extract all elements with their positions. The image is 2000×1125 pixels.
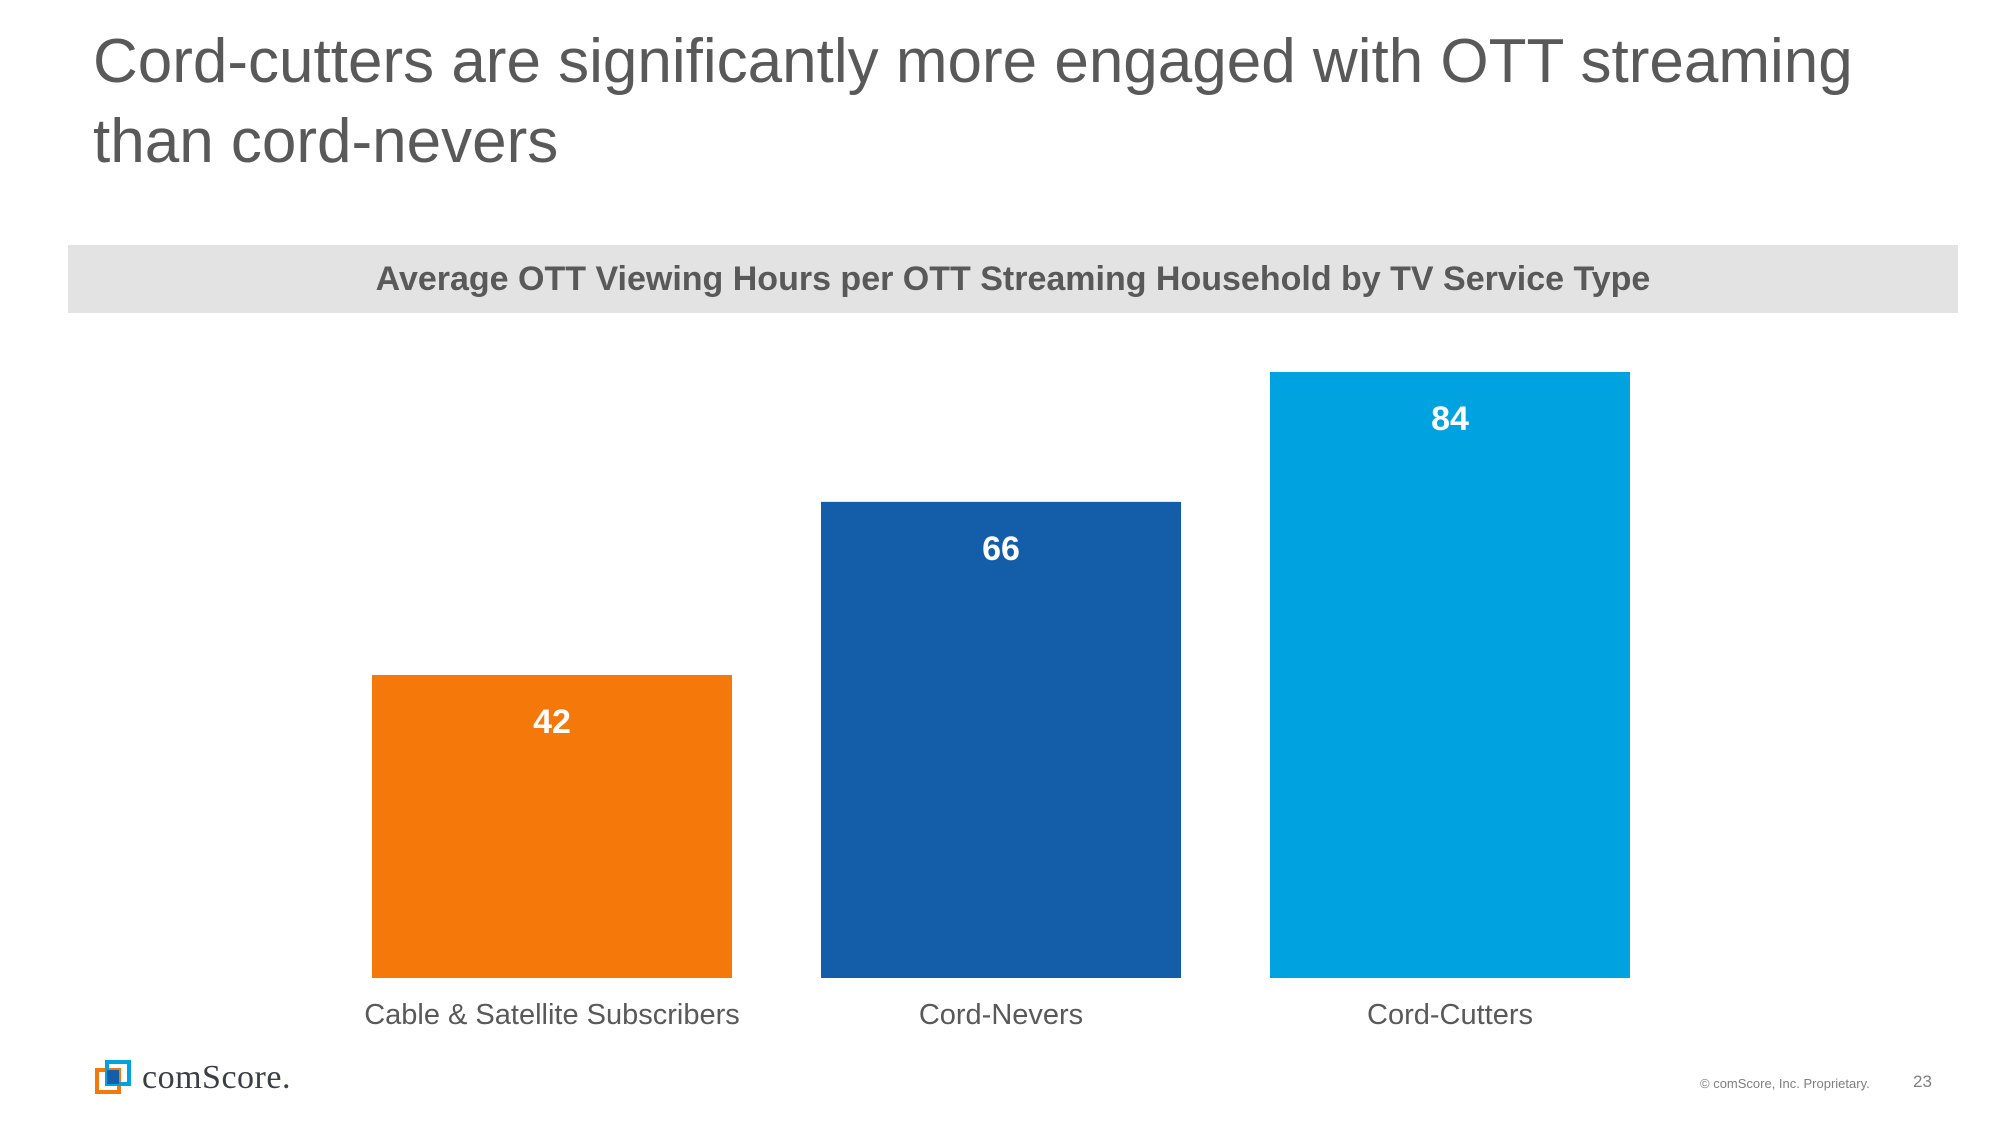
category-label: Cord-Nevers <box>919 999 1083 1031</box>
bar-0 <box>372 675 732 978</box>
bar-2 <box>1270 372 1630 978</box>
page-number: 23 <box>1913 1072 1932 1091</box>
category-label: Cord-Cutters <box>1367 999 1533 1031</box>
comscore-logo-icon <box>95 1060 131 1094</box>
bar-1 <box>821 501 1181 978</box>
brand-name: comScore. <box>142 1059 291 1096</box>
chart-title: Average OTT Viewing Hours per OTT Stream… <box>375 259 1651 298</box>
bar-value-label: 42 <box>533 703 571 741</box>
page-title: Cord-cutters are significantly more enga… <box>93 27 1853 176</box>
copyright-notice: © comScore, Inc. Proprietary. <box>1700 1076 1870 1091</box>
chart-title-band: Average OTT Viewing Hours per OTT Stream… <box>68 245 1958 313</box>
bar-value-label: 84 <box>1431 400 1469 438</box>
category-label: Cable & Satellite Subscribers <box>364 999 740 1031</box>
bar-value-label: 66 <box>982 530 1020 568</box>
brand: comScore. <box>94 1058 291 1098</box>
